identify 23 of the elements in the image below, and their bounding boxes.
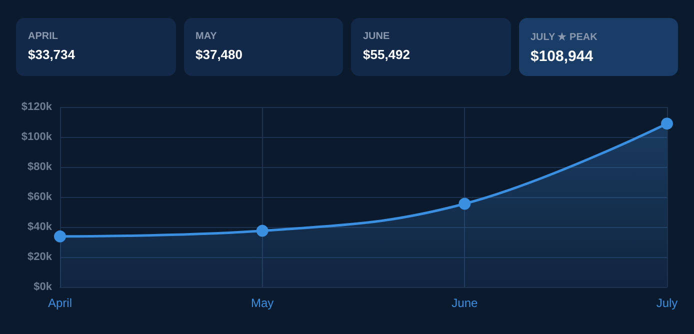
y-tick-label: $20k — [28, 251, 53, 263]
x-tick-label: April — [48, 296, 72, 310]
text: $37,480 — [196, 47, 244, 62]
text: $108,944 — [530, 48, 594, 65]
y-tick-label: $40k — [28, 221, 53, 233]
y-tick-label: $120k — [21, 101, 53, 113]
text: JUNE — [363, 31, 391, 42]
text: JULY ★ PEAK — [530, 31, 598, 43]
x-tick-label: June — [452, 296, 478, 310]
point — [54, 230, 66, 242]
x-tick-label: May — [250, 296, 274, 310]
point — [661, 118, 673, 130]
y-tick-label: $0k — [34, 281, 53, 293]
text: APRIL — [28, 31, 59, 42]
point — [458, 198, 471, 210]
text: $55,492 — [363, 47, 411, 62]
y-tick-label: $80k — [28, 161, 53, 173]
x-tick-label: July — [656, 296, 678, 310]
y-tick-label: $100k — [21, 131, 53, 143]
text: $33,734 — [28, 47, 76, 62]
y-tick-label: $60k — [28, 191, 53, 203]
text: MAY — [196, 31, 218, 42]
point — [256, 224, 268, 237]
